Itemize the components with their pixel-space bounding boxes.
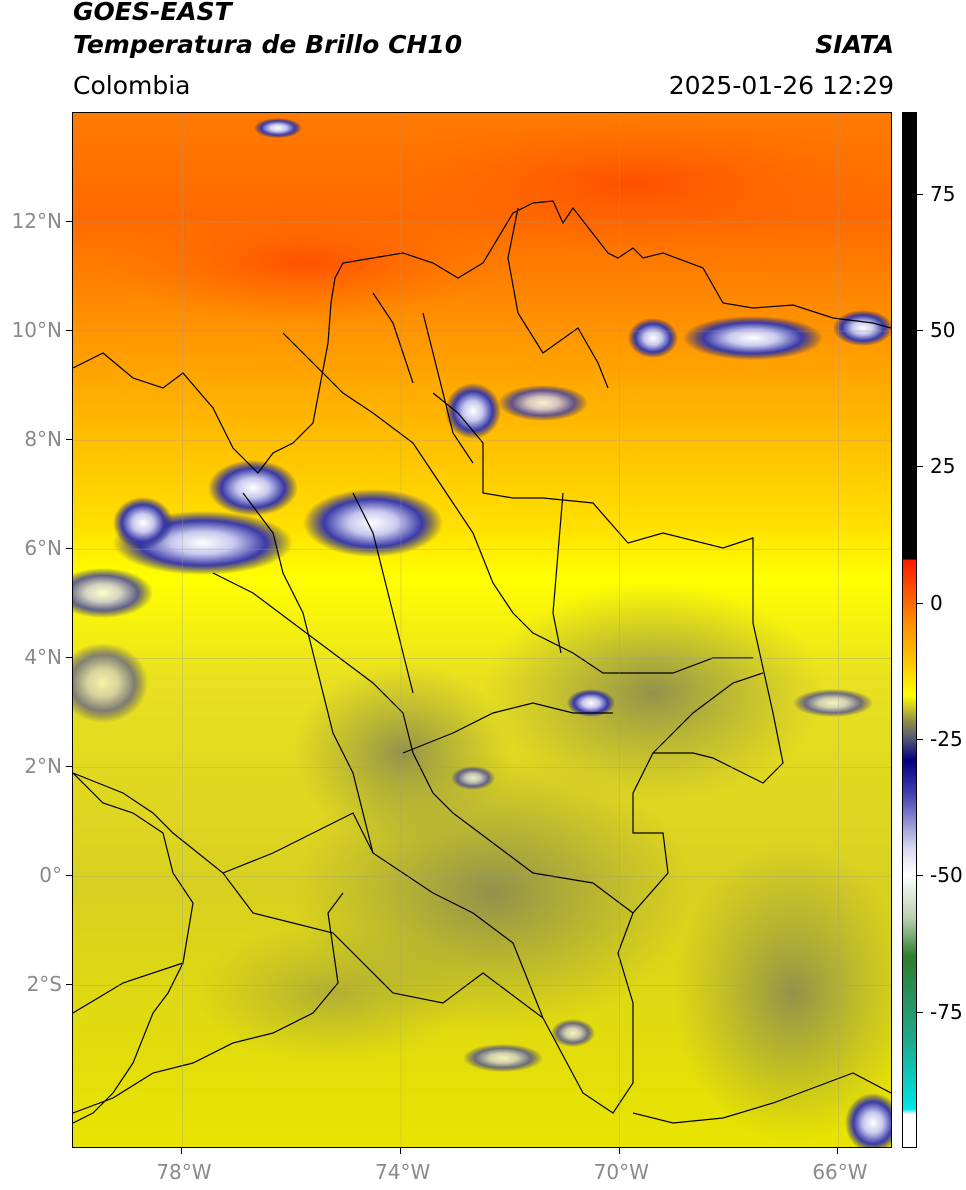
satellite-map [72, 112, 892, 1148]
cloud-cell [208, 460, 298, 516]
map-title-line2: Temperatura de Brillo CH10 [73, 30, 463, 59]
latitude-tick [66, 439, 72, 441]
latitude-label: 2°N [24, 754, 62, 779]
warm-area [103, 203, 503, 323]
colorbar-tick [917, 330, 923, 332]
gridlines [73, 113, 891, 1147]
cloud-cell [445, 383, 501, 439]
colorbar-tick [917, 466, 923, 468]
latitude-label: 4°N [24, 645, 62, 670]
cloud-cell [73, 568, 153, 618]
latitude-tick [66, 657, 72, 659]
department-border [402, 702, 613, 754]
latitude-label: 6°N [24, 536, 62, 561]
cloud-cell [845, 1093, 891, 1147]
cloud-cell [498, 385, 588, 421]
haze-area [483, 583, 823, 803]
department-border [552, 492, 564, 654]
latitude-label: 8°N [24, 427, 62, 452]
cloud-cell [567, 689, 615, 717]
country-border [73, 392, 784, 1114]
longitude-label: 70°W [593, 1160, 649, 1184]
latitude-label: 10°N [11, 318, 62, 343]
cloud-cell [113, 497, 173, 549]
latitude-label: 12°N [11, 209, 62, 234]
borders [73, 200, 891, 1124]
cloud-cell [73, 643, 148, 723]
agency-label: SIATA [815, 30, 894, 59]
department-border [222, 812, 434, 894]
department-border [242, 492, 374, 854]
warm-areas [103, 113, 891, 323]
colorbar [902, 112, 917, 1148]
latitude-label: 2°S [26, 972, 62, 997]
haze-area [193, 923, 473, 1063]
cold-cloud-tops [73, 118, 891, 1147]
department-border [352, 492, 414, 694]
longitude-tick [618, 1148, 620, 1154]
latitude-tick [66, 548, 72, 550]
river-boundary [632, 1072, 891, 1124]
latitude-tick [66, 766, 72, 768]
colorbar-tick-label: 50 [930, 318, 956, 343]
colorbar-tick-label: 0 [930, 590, 943, 615]
colorbar-tick-label: 75 [930, 181, 956, 206]
longitude-label: 78°W [156, 1160, 212, 1184]
latitude-tick [66, 984, 72, 986]
latitude-tick [66, 875, 72, 877]
coast-southwest [73, 962, 184, 1014]
cloud-haze [193, 583, 891, 1143]
department-border [492, 842, 634, 914]
department-border [652, 672, 764, 754]
latitude-tick [66, 330, 72, 332]
map-canvas [73, 113, 891, 1147]
colorbar-tick [917, 1011, 923, 1013]
cloud-cell [833, 310, 891, 346]
department-border [282, 332, 753, 674]
peru-border [73, 892, 344, 1114]
gulf-of-venezuela [507, 207, 609, 389]
cloud-cell [451, 766, 495, 790]
timestamp-label: 2025-01-26 12:29 [668, 71, 894, 100]
cloud-cell [551, 1019, 595, 1047]
haze-area [673, 843, 891, 1143]
region-label: Colombia [73, 71, 191, 100]
cloud-cell [463, 1044, 543, 1072]
longitude-label: 74°W [375, 1160, 431, 1184]
colorbar-tick [917, 739, 923, 741]
longitude-tick [400, 1148, 401, 1154]
cloud-cell [793, 689, 873, 717]
colorbar-tick-label: 25 [930, 454, 956, 479]
colorbar-tick [917, 875, 923, 877]
colorbar-tick-label: -50 [930, 863, 963, 888]
department-border [422, 312, 474, 464]
coastline [73, 200, 891, 474]
longitude-tick [837, 1148, 839, 1154]
cloud-cell [683, 316, 823, 360]
map-title-line1: GOES-EAST [73, 0, 232, 26]
colorbar-tick [917, 602, 923, 604]
latitude-tick [66, 221, 72, 223]
longitude-tick [181, 1148, 183, 1154]
colorbar-tick-label: -75 [930, 999, 963, 1024]
latitude-label: 0° [39, 863, 62, 888]
cloud-cell [254, 118, 302, 138]
colorbar-tick [917, 193, 923, 195]
longitude-label: 66°W [812, 1160, 868, 1184]
warm-area [373, 113, 891, 253]
department-border [432, 892, 544, 1019]
colorbar-tick-label: -25 [930, 727, 963, 752]
cloud-cell [628, 318, 678, 358]
cloud-cell [303, 489, 443, 557]
department-border [372, 292, 414, 384]
department-border [212, 572, 494, 844]
